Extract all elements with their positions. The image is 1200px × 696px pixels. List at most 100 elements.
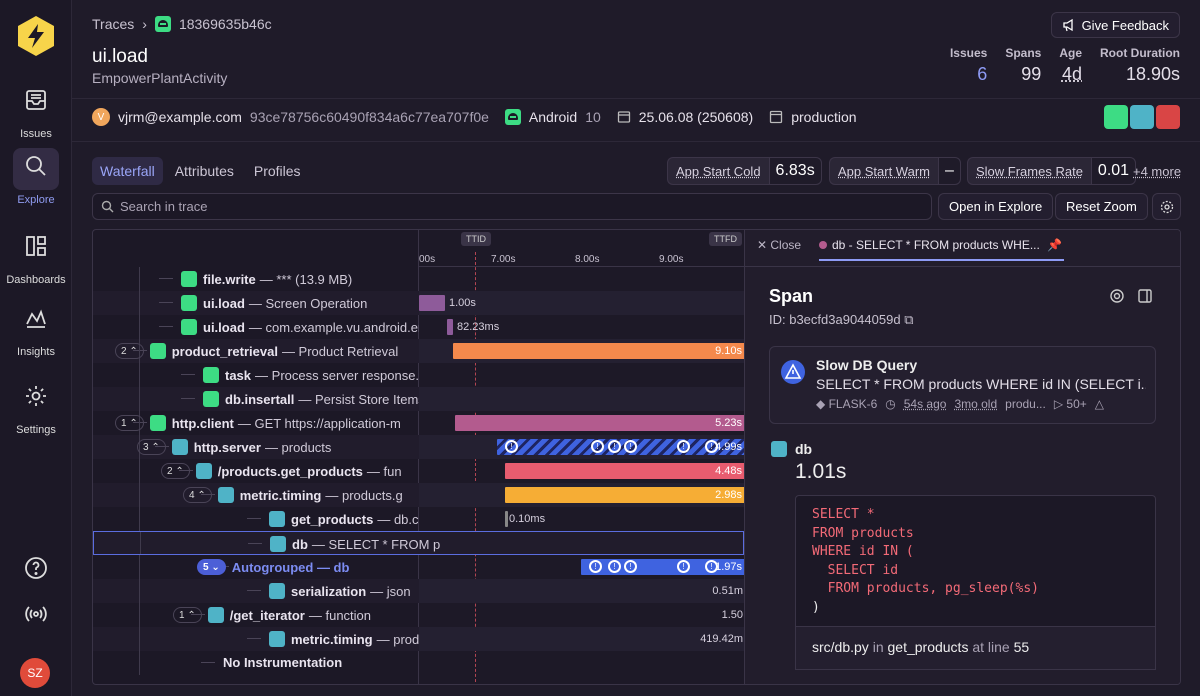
span-row[interactable]: serialization — json <box>93 579 419 603</box>
timeline-row[interactable] <box>419 387 744 411</box>
span-bar[interactable]: 1.97s <box>581 559 744 575</box>
help-icon[interactable] <box>24 556 48 580</box>
pin-icon[interactable]: 📌 <box>1047 238 1062 252</box>
user-email[interactable]: vjrm@example.com <box>118 109 242 125</box>
tree-guide <box>139 267 140 291</box>
warning-icon[interactable]: ! <box>624 560 637 573</box>
child-count-toggle[interactable]: 1 ⌃ <box>173 607 202 623</box>
breadcrumb-traces[interactable]: Traces <box>92 16 135 32</box>
broadcast-icon[interactable] <box>24 602 48 626</box>
span-row[interactable]: file.write — *** (13.9 MB) <box>93 267 419 291</box>
warning-icon[interactable]: ! <box>608 440 621 453</box>
span-bar[interactable]: 5.23s <box>455 415 744 431</box>
release-version[interactable]: 25.06.08 (250608) <box>638 109 754 125</box>
nav-insights[interactable]: Insights <box>0 300 72 358</box>
span-bar[interactable]: 4.48s <box>505 463 744 479</box>
child-count-toggle[interactable]: 4 ⌃ <box>183 487 212 503</box>
timeline-row[interactable]: 1.00s <box>419 291 744 315</box>
dashboard-icon <box>26 236 46 256</box>
timeline-row[interactable]: 419.42m <box>419 627 744 651</box>
give-feedback-button[interactable]: Give Feedback <box>1050 12 1180 38</box>
app-logo-icon[interactable] <box>16 14 56 58</box>
nav-dashboards[interactable]: Dashboards <box>0 228 72 286</box>
span-row[interactable]: 5 ⌄ Autogrouped — db <box>93 555 419 579</box>
span-row[interactable]: db — SELECT * FROM p <box>93 531 744 555</box>
vital-app-start-warm[interactable]: App Start Warm – <box>829 157 961 185</box>
timeline-row[interactable]: 0.51m <box>419 579 744 603</box>
span-bar[interactable]: 2.98s <box>505 487 744 503</box>
vital-app-start-cold[interactable]: App Start Cold 6.83s <box>667 157 822 185</box>
timeline-row[interactable]: 4.48s <box>419 459 744 483</box>
child-count-toggle[interactable]: 2 ⌃ <box>161 463 190 479</box>
warning-icon[interactable]: ! <box>705 440 718 453</box>
child-count-toggle[interactable]: 2 ⌃ <box>115 343 144 359</box>
child-count-toggle[interactable]: 3 ⌃ <box>137 439 166 455</box>
panel-toggle-icon[interactable] <box>1137 288 1153 304</box>
target-icon[interactable] <box>1109 288 1125 304</box>
close-drawer-button[interactable]: ✕ Close <box>757 238 802 252</box>
tree-connector <box>159 302 173 303</box>
trace-search-input[interactable]: Search in trace <box>92 193 932 220</box>
tab-waterfall[interactable]: Waterfall <box>92 157 163 185</box>
vital-label: Slow Frames Rate <box>967 157 1091 185</box>
drawer-tab-span[interactable]: db - SELECT * FROM products WHE... <box>819 238 1064 261</box>
span-row[interactable]: 3 ⌃ http.server — products <box>93 435 419 459</box>
span-row[interactable]: No Instrumentation <box>93 651 419 675</box>
warning-icon[interactable]: ! <box>608 560 621 573</box>
span-row[interactable]: 1 ⌃ /get_iterator — function <box>93 603 419 627</box>
warning-icon[interactable]: ! <box>677 440 690 453</box>
child-count-toggle[interactable]: 1 ⌃ <box>115 415 144 431</box>
settings-button[interactable] <box>1152 193 1181 220</box>
span-row[interactable]: get_products— db.co <box>93 507 419 531</box>
reset-zoom-button[interactable]: Reset Zoom <box>1055 193 1148 220</box>
user-avatar-small: V <box>92 108 110 126</box>
warning-icon[interactable]: ! <box>505 440 518 453</box>
span-bar[interactable] <box>447 319 453 335</box>
timeline-row[interactable]: 1.97s!!!!! <box>419 555 744 579</box>
child-count-toggle[interactable]: 5 ⌄ <box>197 559 226 575</box>
span-row[interactable]: 1 ⌃ http.client — GET https://application-… <box>93 411 419 435</box>
timeline-row[interactable]: 1.50 <box>419 603 744 627</box>
timeline-row[interactable]: 2.98s <box>419 483 744 507</box>
span-row[interactable]: metric.timing— produ <box>93 627 419 651</box>
span-bar[interactable] <box>419 295 445 311</box>
timeline-row[interactable] <box>419 267 744 291</box>
project-short-id[interactable]: ◆ FLASK-6 <box>816 397 877 411</box>
span-row[interactable]: ui.load — Screen Operation <box>93 291 419 315</box>
span-duration-label: 9.10s <box>715 345 742 357</box>
timeline-row[interactable] <box>419 363 744 387</box>
span-bar[interactable] <box>505 511 508 527</box>
open-in-explore-button[interactable]: Open in Explore <box>938 193 1054 220</box>
timeline-row[interactable]: 5.23s <box>419 411 744 435</box>
issue-card[interactable]: Slow DB Query SELECT * FROM products WHE… <box>769 346 1156 424</box>
nav-issues[interactable]: Issues <box>0 82 72 140</box>
span-bar[interactable]: 9.10s <box>453 343 744 359</box>
stat-value[interactable]: 6 <box>977 64 988 84</box>
warning-icon[interactable]: ! <box>624 440 637 453</box>
span-op: No Instrumentation <box>223 655 343 670</box>
span-details-drawer: ✕ Close db - SELECT * FROM products WHE.… <box>745 230 1180 684</box>
copy-icon[interactable]: ⧉ <box>904 312 914 327</box>
warning-icon[interactable]: ! <box>591 440 604 453</box>
span-row[interactable]: db.insertall — Persist Store Items <box>93 387 419 411</box>
timeline-row[interactable]: 4.99s!!!!!! <box>419 435 744 459</box>
timeline-row[interactable] <box>419 651 744 675</box>
timeline-row[interactable]: 9.10s <box>419 339 744 363</box>
timeline-row[interactable]: 82.23ms <box>419 315 744 339</box>
more-vitals-link[interactable]: +4 more <box>1133 164 1182 179</box>
span-row[interactable]: 2 ⌃ product_retrieval — Product Retrieval <box>93 339 419 363</box>
span-row[interactable]: 2 ⌃ /products.get_products — fun <box>93 459 419 483</box>
tab-attributes[interactable]: Attributes <box>174 163 234 179</box>
tab-profiles[interactable]: Profiles <box>253 163 301 179</box>
span-row[interactable]: 4 ⌃ metric.timing — products.g <box>93 483 419 507</box>
warning-icon[interactable]: ! <box>705 560 718 573</box>
span-row[interactable]: ui.load — com.example.vu.android.emp <box>93 315 419 339</box>
nav-settings[interactable]: Settings <box>0 378 72 436</box>
warning-icon[interactable]: ! <box>677 560 690 573</box>
timeline-row[interactable]: 0.10ms <box>419 507 744 531</box>
span-row[interactable]: task — Process server response. <box>93 363 419 387</box>
warning-icon[interactable]: ! <box>589 560 602 573</box>
user-avatar[interactable]: SZ <box>20 658 50 688</box>
vital-slow-frames-rate[interactable]: Slow Frames Rate 0.01 <box>967 157 1137 185</box>
nav-explore[interactable]: Explore <box>0 148 72 206</box>
